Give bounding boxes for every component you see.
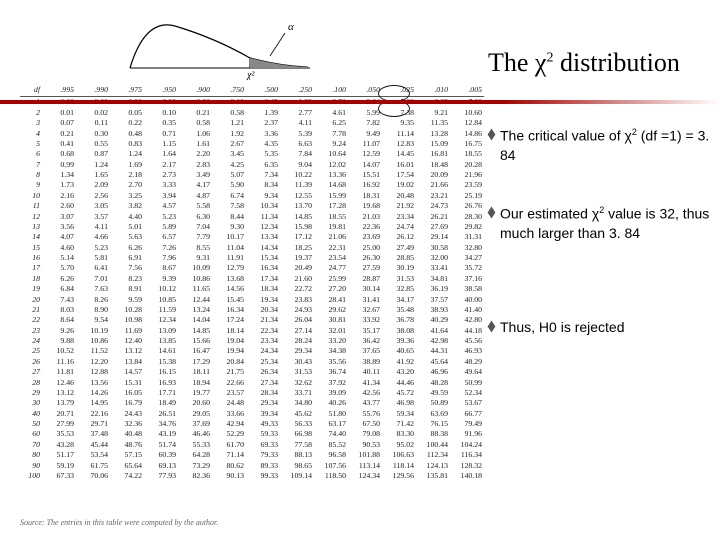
table-header: .950 [144, 84, 178, 96]
table-row: 175.706.417.568.6710.0912.7916.3420.4924… [20, 263, 484, 273]
table-row: 207.438.269.5910.8512.4415.4519.3423.832… [20, 294, 484, 304]
chi2-axis-label: χ² [246, 70, 255, 80]
table-row: 70.991.241.692.172.834.256.359.0412.0214… [20, 159, 484, 169]
table-header: .990 [76, 84, 110, 96]
table-row: 30.070.110.220.350.581.212.374.116.257.8… [20, 118, 484, 128]
table-row: 2711.8112.8814.5716.1518.1121.7526.3431.… [20, 367, 484, 377]
note-critical-value: The critical value of χ2 (df =1) = 3. 84 [500, 126, 710, 164]
table-row: 40.210.300.480.711.061.923.365.397.789.4… [20, 128, 484, 138]
table-row: 133.564.115.015.897.049.3012.3415.9819.8… [20, 221, 484, 231]
chi-square-curve-figure: α χ² [120, 8, 320, 80]
table-header: .995 [42, 84, 76, 96]
table-row: 2510.5211.5213.1214.6116.4719.9424.3429.… [20, 346, 484, 356]
table-header: df [20, 84, 42, 96]
table-row: 60.680.871.241.642.203.455.357.8410.6412… [20, 149, 484, 159]
table-row: 218.038.9010.2811.5913.2416.3420.3424.93… [20, 304, 484, 314]
table-row: 239.2610.1911.6913.0914.8518.1422.3427.1… [20, 325, 484, 335]
table-row: 9059.1961.7565.6469.1373.2980.6289.3398.… [20, 460, 484, 470]
bullet-icon [488, 128, 496, 140]
left-panel: α χ² df.995.990.975.950.900.750.500.250.… [0, 0, 488, 540]
table-row: 8051.1753.5457.1560.3964.2871.1479.3388.… [20, 450, 484, 460]
table-header: .975 [110, 84, 144, 96]
source-note: Source: The entries in this table were c… [20, 518, 218, 527]
table-row: 20.010.020.050.100.210.581.392.774.615.9… [20, 107, 484, 117]
table-row: 5027.9929.7132.3634.7637.6942.9449.3356.… [20, 418, 484, 428]
table-header: .050 [348, 84, 382, 96]
table-row: 154.605.236.267.268.5511.0414.3418.2522.… [20, 242, 484, 252]
bullet-icon [488, 320, 496, 332]
table-row: 2812.4613.5615.3116.9318.9422.6627.3432.… [20, 377, 484, 387]
table-row: 196.847.638.9110.1211.6514.5618.3422.722… [20, 284, 484, 294]
table-row: 81.341.652.182.733.495.077.3410.2213.361… [20, 169, 484, 179]
table-row: 2611.1612.2013.8415.3817.2920.8425.3430.… [20, 356, 484, 366]
table-row: 3013.7914.9516.7918.4920.6024.4829.3434.… [20, 398, 484, 408]
note-estimated-value: Our estimated χ2 value is 32, thus much … [500, 204, 710, 242]
page-title: The χ2 distribution [488, 48, 680, 78]
table-row: 186.267.018.239.3910.8613.6817.3421.6025… [20, 273, 484, 283]
table-row: 102.162.563.253.944.876.749.3412.5515.99… [20, 190, 484, 200]
table-header: .100 [314, 84, 348, 96]
alpha-label: α [288, 21, 294, 33]
table-header: .005 [450, 84, 484, 96]
table-row: 7043.2845.4448.7651.7455.3361.7069.3377.… [20, 439, 484, 449]
table-row: 228.649.5410.9812.3414.0417.2421.3426.04… [20, 315, 484, 325]
table-row: 112.603.053.824.575.587.5810.3413.7017.2… [20, 201, 484, 211]
table-row: 4020.7122.1624.4326.5129.0533.6639.3445.… [20, 408, 484, 418]
table-row: 10067.3370.0674.2277.9382.3690.1399.3310… [20, 470, 484, 480]
table-header: .750 [212, 84, 246, 96]
table-row: 91.732.092.703.334.175.908.3411.3914.681… [20, 180, 484, 190]
table-header: .250 [280, 84, 314, 96]
chi-square-table: df.995.990.975.950.900.750.500.250.100.0… [20, 84, 484, 481]
note-conclusion: Thus, H0 is rejected [500, 318, 710, 337]
table-row: 2913.1214.2616.0517.7119.7723.5728.3433.… [20, 387, 484, 397]
table-row: 249.8810.8612.4013.8515.6619.0423.3428.2… [20, 335, 484, 345]
table-header: .500 [246, 84, 280, 96]
table-row: 6035.5337.4840.4843.1946.4652.2959.3366.… [20, 429, 484, 439]
table-row: 165.145.816.917.969.3111.9115.3419.3723.… [20, 252, 484, 262]
table-header: .010 [416, 84, 450, 96]
bullet-icon [488, 206, 496, 218]
title-underline [0, 100, 720, 104]
table-row: 144.074.665.636.577.7910.1713.3417.1221.… [20, 232, 484, 242]
table-row: 123.073.574.405.236.308.4411.3414.8518.5… [20, 211, 484, 221]
table-header: .900 [178, 84, 212, 96]
table-row: 50.410.550.831.151.612.674.356.639.2411.… [20, 138, 484, 148]
